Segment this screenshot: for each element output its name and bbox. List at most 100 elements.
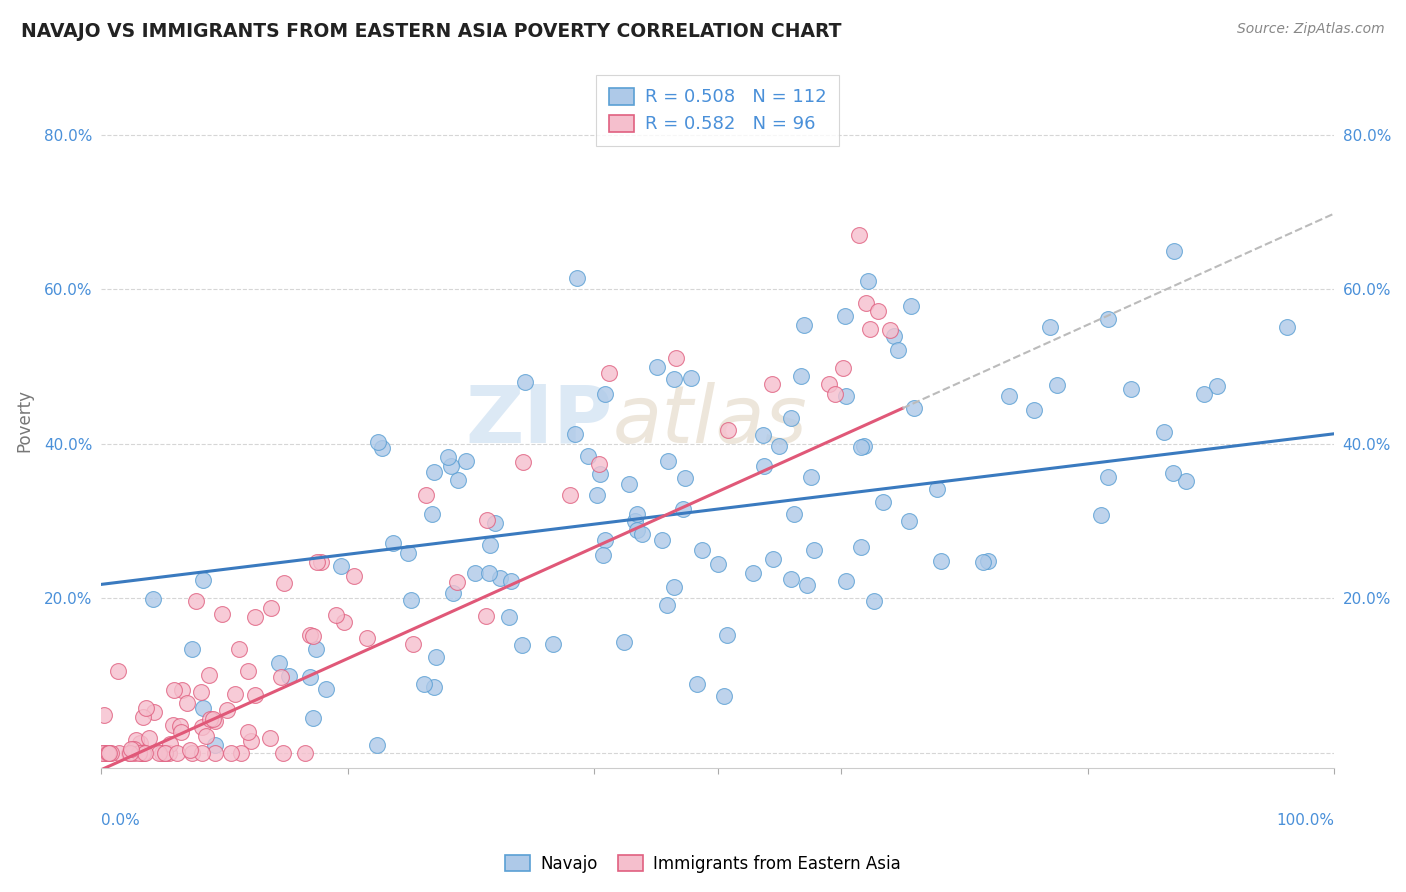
Point (243, 688, 266, 702)
Point (120, 742, 142, 756)
Point (97, 746, 120, 760)
Point (107, 665, 129, 679)
Point (366, 738, 388, 752)
Point (396, 546, 419, 560)
Point (191, 700, 214, 714)
Point (1097, 470, 1119, 484)
Point (612, 635, 634, 649)
Point (655, 598, 678, 612)
Point (120, 746, 142, 760)
Point (124, 746, 146, 760)
Text: 100.0%: 100.0% (1277, 814, 1334, 829)
Point (179, 743, 201, 757)
Point (717, 423, 740, 437)
Point (900, 299, 922, 313)
Point (436, 450, 458, 464)
Point (762, 552, 785, 566)
Point (790, 368, 813, 383)
Point (489, 571, 512, 585)
Point (665, 351, 688, 365)
Point (135, 701, 157, 715)
Legend: Navajo, Immigrants from Eastern Asia: Navajo, Immigrants from Eastern Asia (499, 848, 907, 880)
Point (193, 574, 215, 588)
Point (1022, 403, 1045, 417)
Point (132, 710, 155, 724)
Point (415, 487, 437, 501)
Point (741, 566, 763, 581)
Point (624, 514, 647, 528)
Point (269, 656, 291, 670)
Point (479, 538, 502, 552)
Point (138, 731, 160, 745)
Point (657, 454, 679, 468)
Point (96, 746, 118, 760)
Point (856, 274, 879, 288)
Point (163, 683, 186, 698)
Point (686, 677, 709, 691)
Point (713, 689, 735, 703)
Point (859, 321, 882, 335)
Point (589, 467, 612, 482)
Point (343, 569, 366, 583)
Point (413, 677, 436, 691)
Point (440, 458, 463, 473)
Point (217, 703, 239, 717)
Point (294, 746, 316, 760)
Point (1039, 320, 1062, 334)
Point (228, 642, 250, 657)
Point (513, 375, 536, 389)
Point (298, 628, 321, 642)
Point (478, 566, 501, 580)
Point (333, 615, 356, 629)
Point (423, 465, 446, 479)
Point (464, 566, 486, 581)
Point (315, 681, 337, 696)
Point (849, 440, 872, 454)
Point (142, 591, 165, 606)
Point (131, 746, 153, 760)
Point (927, 483, 949, 497)
Point (302, 710, 325, 724)
Point (592, 548, 614, 562)
Point (1192, 386, 1215, 401)
Point (108, 746, 131, 760)
Point (131, 746, 153, 760)
Point (170, 725, 193, 739)
Point (270, 670, 292, 684)
Point (118, 746, 141, 760)
Point (593, 533, 616, 547)
Point (325, 608, 347, 623)
Point (783, 507, 806, 521)
Point (1277, 319, 1299, 334)
Point (423, 680, 446, 694)
Point (543, 637, 565, 651)
Point (903, 401, 925, 415)
Point (180, 746, 202, 760)
Point (260, 601, 283, 615)
Point (595, 387, 617, 401)
Point (356, 631, 378, 645)
Point (367, 435, 389, 450)
Point (510, 638, 533, 652)
Point (662, 581, 685, 595)
Point (1205, 379, 1227, 393)
Point (779, 410, 801, 425)
Point (309, 555, 332, 569)
Point (498, 610, 520, 624)
Point (1090, 508, 1112, 522)
Point (679, 370, 702, 384)
Point (752, 458, 775, 473)
Point (219, 746, 242, 760)
Point (564, 427, 586, 442)
Point (134, 746, 156, 760)
Point (456, 454, 478, 468)
Point (143, 705, 166, 719)
Point (848, 228, 870, 243)
Point (204, 738, 226, 752)
Point (224, 687, 246, 701)
Point (170, 683, 193, 698)
Point (998, 389, 1021, 403)
Point (446, 574, 468, 589)
Point (93, 707, 115, 722)
Point (1097, 311, 1119, 326)
